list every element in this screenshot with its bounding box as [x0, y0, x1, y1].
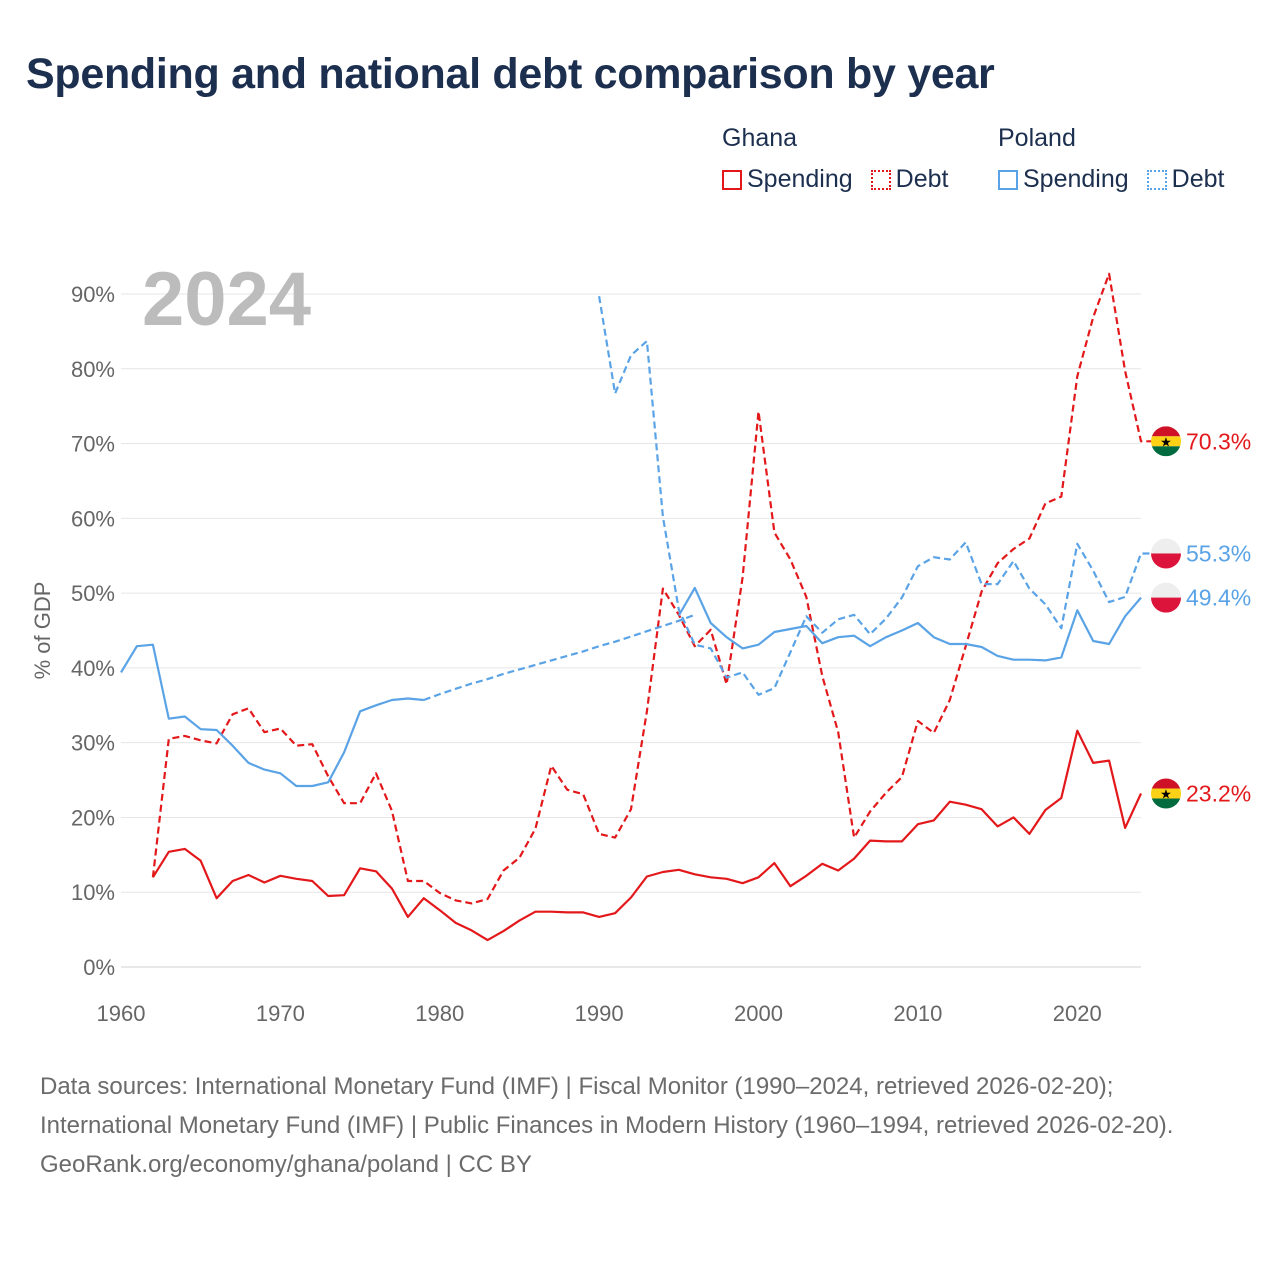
legend-group-poland: Poland	[998, 124, 1076, 152]
flag-stripe-red	[1151, 778, 1181, 789]
ghana-flag-icon: ★	[1151, 778, 1181, 809]
footer: Data sources: International Monetary Fun…	[40, 1067, 1240, 1184]
series-line-ghana-debt	[151, 272, 1157, 905]
flag-stripe-green	[1151, 798, 1181, 809]
x-tick-label: 2000	[734, 1001, 783, 1026]
x-tick-label: 1970	[256, 1001, 305, 1026]
flag-stripe-red	[1151, 597, 1181, 613]
legend-ghana-debt[interactable]: Debt	[870, 165, 949, 194]
end-value-label: 23.2%	[1186, 781, 1251, 807]
legend-poland: Poland Spending Debt	[998, 124, 1224, 194]
legend-group-ghana: Ghana	[722, 124, 798, 152]
end-value-label: 70.3%	[1186, 428, 1251, 454]
data-sources: Data sources: International Monetary Fun…	[40, 1073, 1174, 1139]
credit-link[interactable]: GeoRank.org/economy/ghana/poland | CC BY	[40, 1151, 532, 1178]
series-line-poland-spending-gap	[423, 613, 696, 702]
flag-stripe-red	[1151, 553, 1181, 569]
legend-ghana-debt-label: Debt	[895, 165, 949, 193]
flag-stripe-green	[1151, 446, 1181, 457]
end-label-poland-2: 49.4%	[1151, 582, 1251, 613]
series-line-poland-spending-recent	[677, 586, 1142, 662]
flag-stripe-gold	[1151, 788, 1181, 799]
solid-line-swatch-icon	[722, 169, 742, 190]
flag-stripe-red	[1151, 426, 1181, 437]
end-value-label: 55.3%	[1186, 540, 1251, 566]
legend-poland-spending[interactable]: Spending	[998, 165, 1129, 194]
chart-title: Spending and national debt comparison by…	[26, 50, 995, 98]
y-tick-label: 70%	[71, 432, 115, 457]
x-tick-label: 1960	[97, 1001, 146, 1026]
dashed-line-swatch-icon	[870, 169, 891, 190]
year-label: 2024	[142, 257, 311, 342]
legend-poland-debt-label: Debt	[1171, 165, 1225, 193]
y-tick-label: 20%	[71, 805, 115, 830]
series-line-ghana-spending	[151, 729, 1142, 942]
poland-flag-icon	[1151, 538, 1181, 569]
legend-poland-debt[interactable]: Debt	[1146, 165, 1225, 194]
y-tick-label: 60%	[71, 506, 115, 531]
end-value-label: 49.4%	[1186, 585, 1251, 611]
y-tick-label: 50%	[71, 581, 115, 606]
end-label-ghana-3: ★ 23.2%	[1151, 778, 1251, 809]
y-axis-label: % of GDP	[30, 582, 55, 680]
x-tick-label: 1990	[575, 1001, 624, 1026]
x-tick-label: 1980	[415, 1001, 464, 1026]
x-tick-label: 2010	[893, 1001, 942, 1026]
end-label-poland-1: 55.3%	[1151, 538, 1251, 569]
solid-line-swatch-icon	[998, 169, 1018, 190]
series-line-poland-spending	[120, 643, 424, 788]
flag-stripe-white	[1151, 538, 1181, 554]
ghana-flag-icon: ★	[1151, 426, 1181, 457]
poland-flag-icon	[1151, 582, 1181, 613]
y-tick-label: 90%	[71, 282, 115, 307]
flag-star-icon: ★	[1160, 788, 1172, 803]
legend-ghana-spending-label: Spending	[747, 165, 853, 193]
legend-ghana-spending[interactable]: Spending	[722, 165, 853, 194]
x-tick-label: 2020	[1053, 1001, 1102, 1026]
dashed-line-swatch-icon	[1146, 169, 1167, 190]
series-line-poland-debt	[598, 296, 1157, 696]
flag-stripe-white	[1151, 582, 1181, 598]
legend-poland-spending-label: Spending	[1023, 165, 1129, 193]
y-tick-label: 30%	[71, 731, 115, 756]
legend-ghana: Ghana Spending Debt	[722, 124, 966, 194]
y-tick-label: 80%	[71, 357, 115, 382]
y-tick-label: 40%	[71, 656, 115, 681]
y-tick-label: 10%	[71, 880, 115, 905]
y-tick-label: 0%	[83, 955, 115, 980]
flag-stripe-gold	[1151, 436, 1181, 447]
end-label-ghana-0: ★ 70.3%	[1151, 426, 1251, 457]
chart-area: 0% 10% 20% 30% 40% 50% 60% 70% 80% 90% 1960 1970 198…	[30, 257, 1251, 1026]
flag-star-icon: ★	[1160, 435, 1172, 450]
